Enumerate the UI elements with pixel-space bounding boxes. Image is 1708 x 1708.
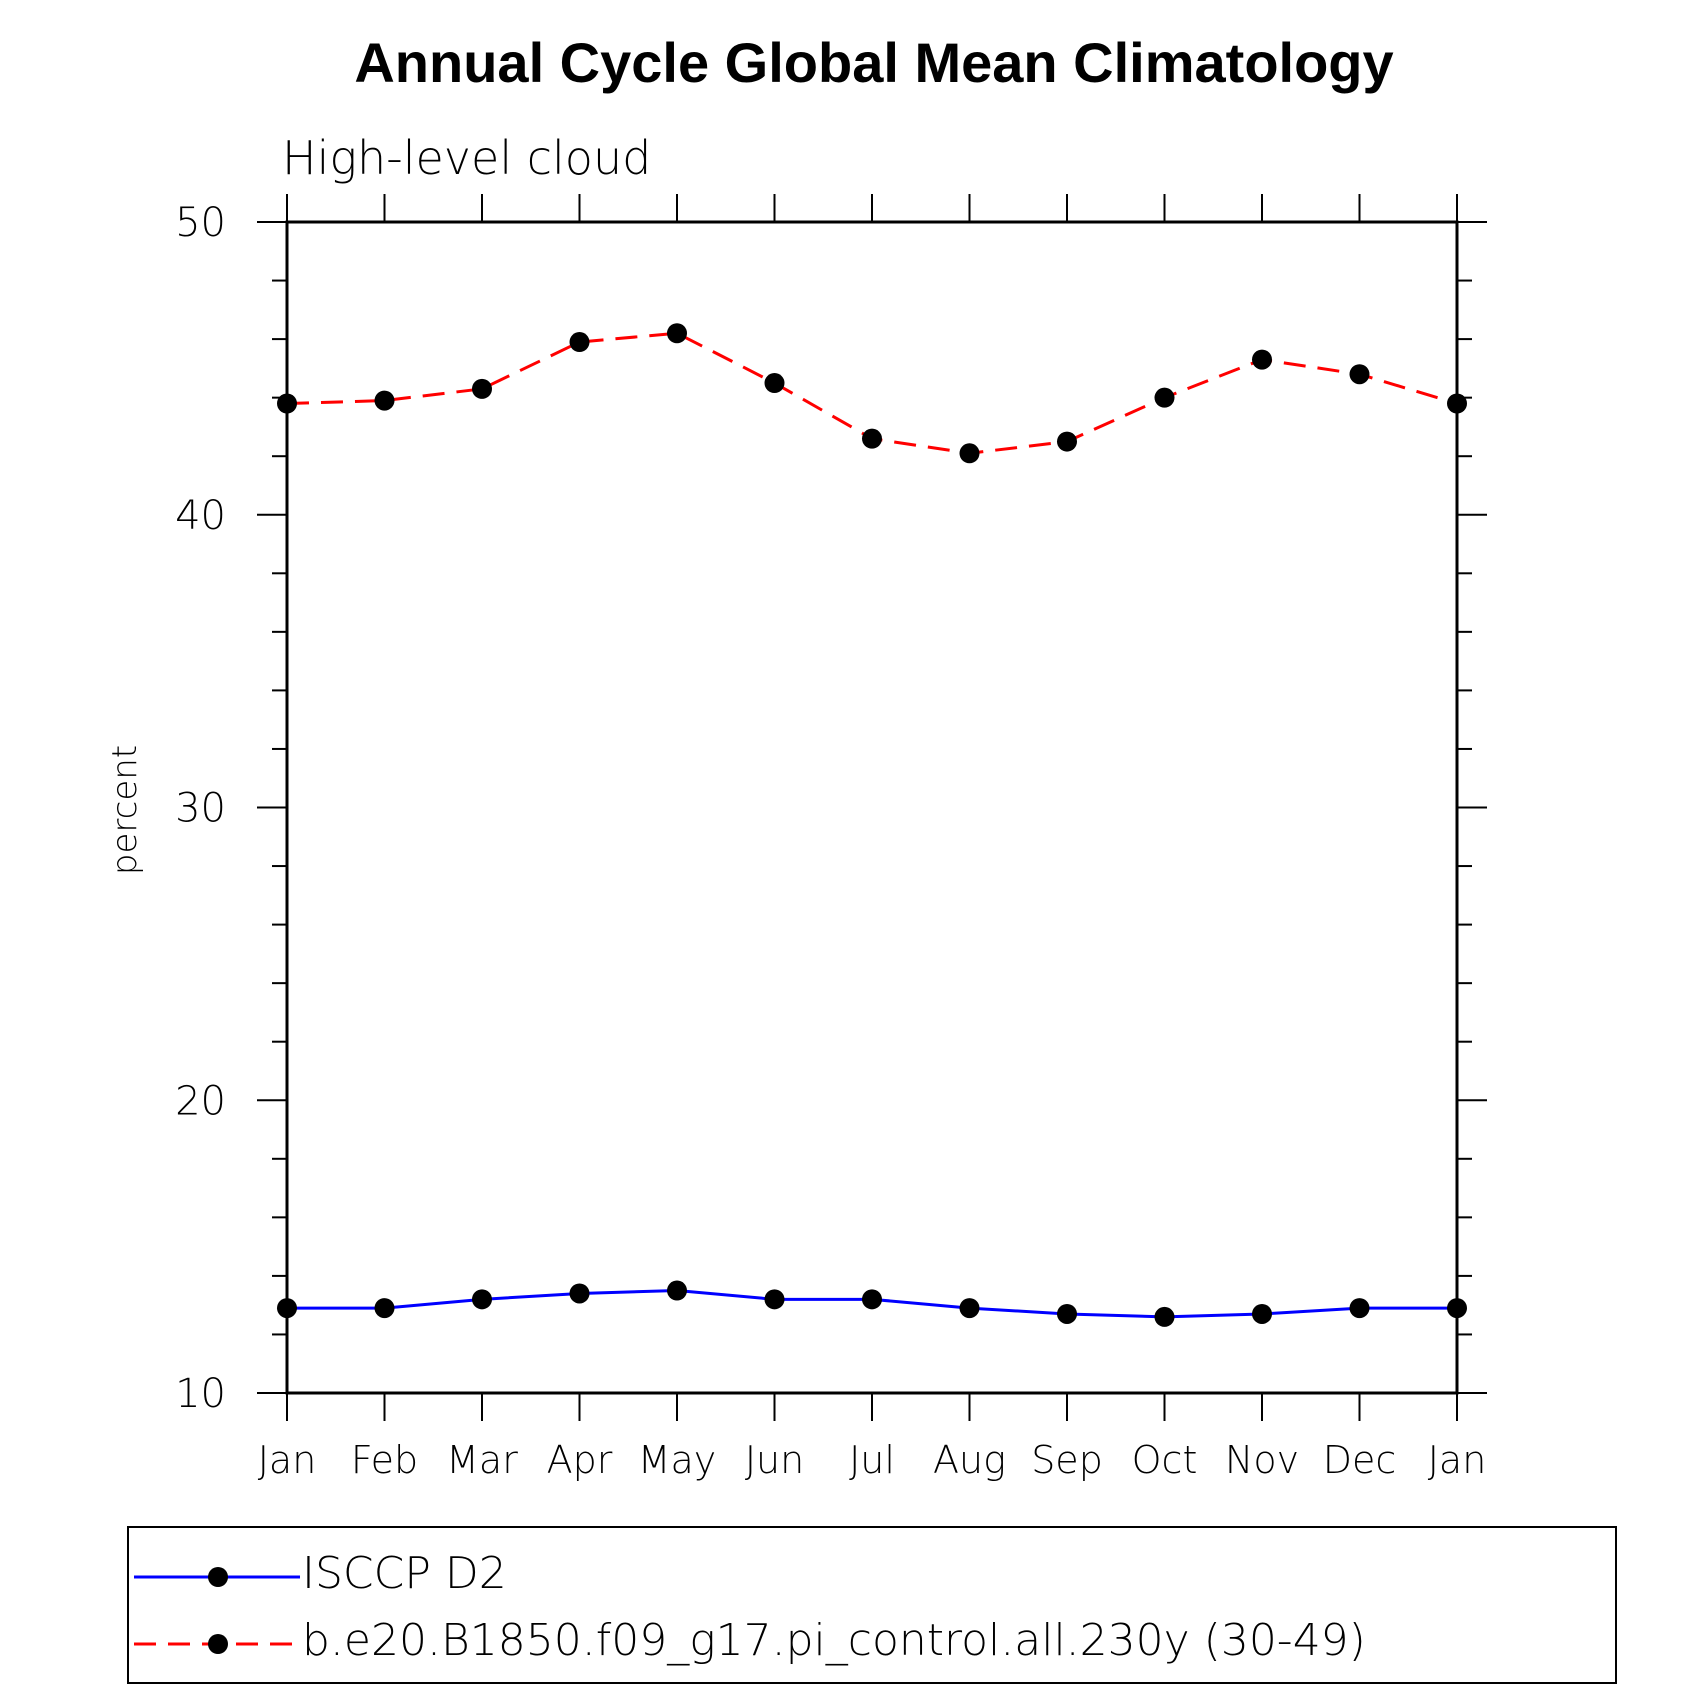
x-tick-label: Dec: [1323, 1438, 1397, 1482]
series-0-point: [569, 1283, 590, 1304]
x-tick-label: Jan: [1428, 1438, 1487, 1482]
series-layer: [277, 323, 1467, 1327]
x-tick-label: Jan: [258, 1438, 317, 1482]
x-tick-label: Jul: [849, 1438, 895, 1482]
series-1-point: [1057, 431, 1077, 452]
x-tick-label: Sep: [1031, 1438, 1103, 1482]
x-tick-label: Nov: [1225, 1438, 1299, 1482]
y-tick-label: 30: [175, 786, 226, 832]
series-0-point: [1057, 1303, 1077, 1324]
series-0-point: [1349, 1298, 1370, 1319]
series-0-point: [764, 1289, 785, 1310]
chart-title: Annual Cycle Global Mean Climatology: [354, 31, 1393, 94]
series-1-point: [374, 390, 395, 411]
y-tick-label: 50: [175, 200, 226, 246]
series-1-point: [862, 428, 882, 449]
series-0-point: [1154, 1306, 1175, 1327]
series-1-point: [1252, 349, 1272, 370]
series-0-point: [862, 1289, 882, 1310]
legend-label-model: b.e20.B1850.f09_g17.pi_control.all.230y …: [302, 1615, 1366, 1666]
legend-marker-1: [208, 1634, 228, 1654]
y-tick-label: 40: [175, 493, 226, 539]
x-tick-label: Apr: [547, 1438, 613, 1482]
series-0-point: [277, 1298, 297, 1319]
series-0-point: [374, 1298, 395, 1319]
series-0-point: [667, 1280, 687, 1301]
plot-frame: [285, 220, 1459, 1395]
x-tick-label: Oct: [1132, 1438, 1198, 1482]
series-1-point: [569, 332, 590, 353]
x-tick-label: Jun: [745, 1438, 804, 1482]
y-tick-label: 20: [175, 1078, 226, 1124]
series-0-point: [959, 1298, 980, 1319]
legend: ISCCP D2 b.e20.B1850.f09_g17.pi_control.…: [127, 1526, 1617, 1684]
series-1-point: [764, 373, 785, 394]
x-tick-label: Feb: [351, 1438, 418, 1482]
series-1-point: [1447, 393, 1467, 414]
x-tick-label: Mar: [446, 1438, 518, 1482]
legend-keys: [134, 1567, 300, 1654]
x-tick-label: Aug: [933, 1438, 1006, 1482]
legend-box: [127, 1526, 1617, 1684]
series-0-point: [1252, 1303, 1272, 1324]
series-1-point: [1349, 364, 1370, 385]
x-tick-label: May: [638, 1438, 717, 1482]
legend-marker-0: [208, 1567, 228, 1587]
legend-label-isccp: ISCCP D2: [302, 1548, 507, 1599]
series-1-point: [1154, 387, 1175, 408]
chart-subtitle: High-level cloud: [282, 131, 651, 185]
series-0-point: [1447, 1298, 1467, 1319]
series-1-point: [472, 378, 492, 399]
y-tick-label: 10: [175, 1371, 226, 1417]
series-0-point: [472, 1289, 492, 1310]
y-axis-label: percent: [105, 745, 145, 875]
series-1-point: [959, 443, 980, 464]
series-1-point: [277, 393, 297, 414]
series-1-point: [667, 323, 687, 344]
x-axis-ticks: Jan Feb Mar Apr May Jun Jul Aug Sep Oct Nov Dec Jan: [258, 194, 1487, 1482]
y-axis-ticks: 10 20 30 40 50: [175, 200, 1487, 1417]
